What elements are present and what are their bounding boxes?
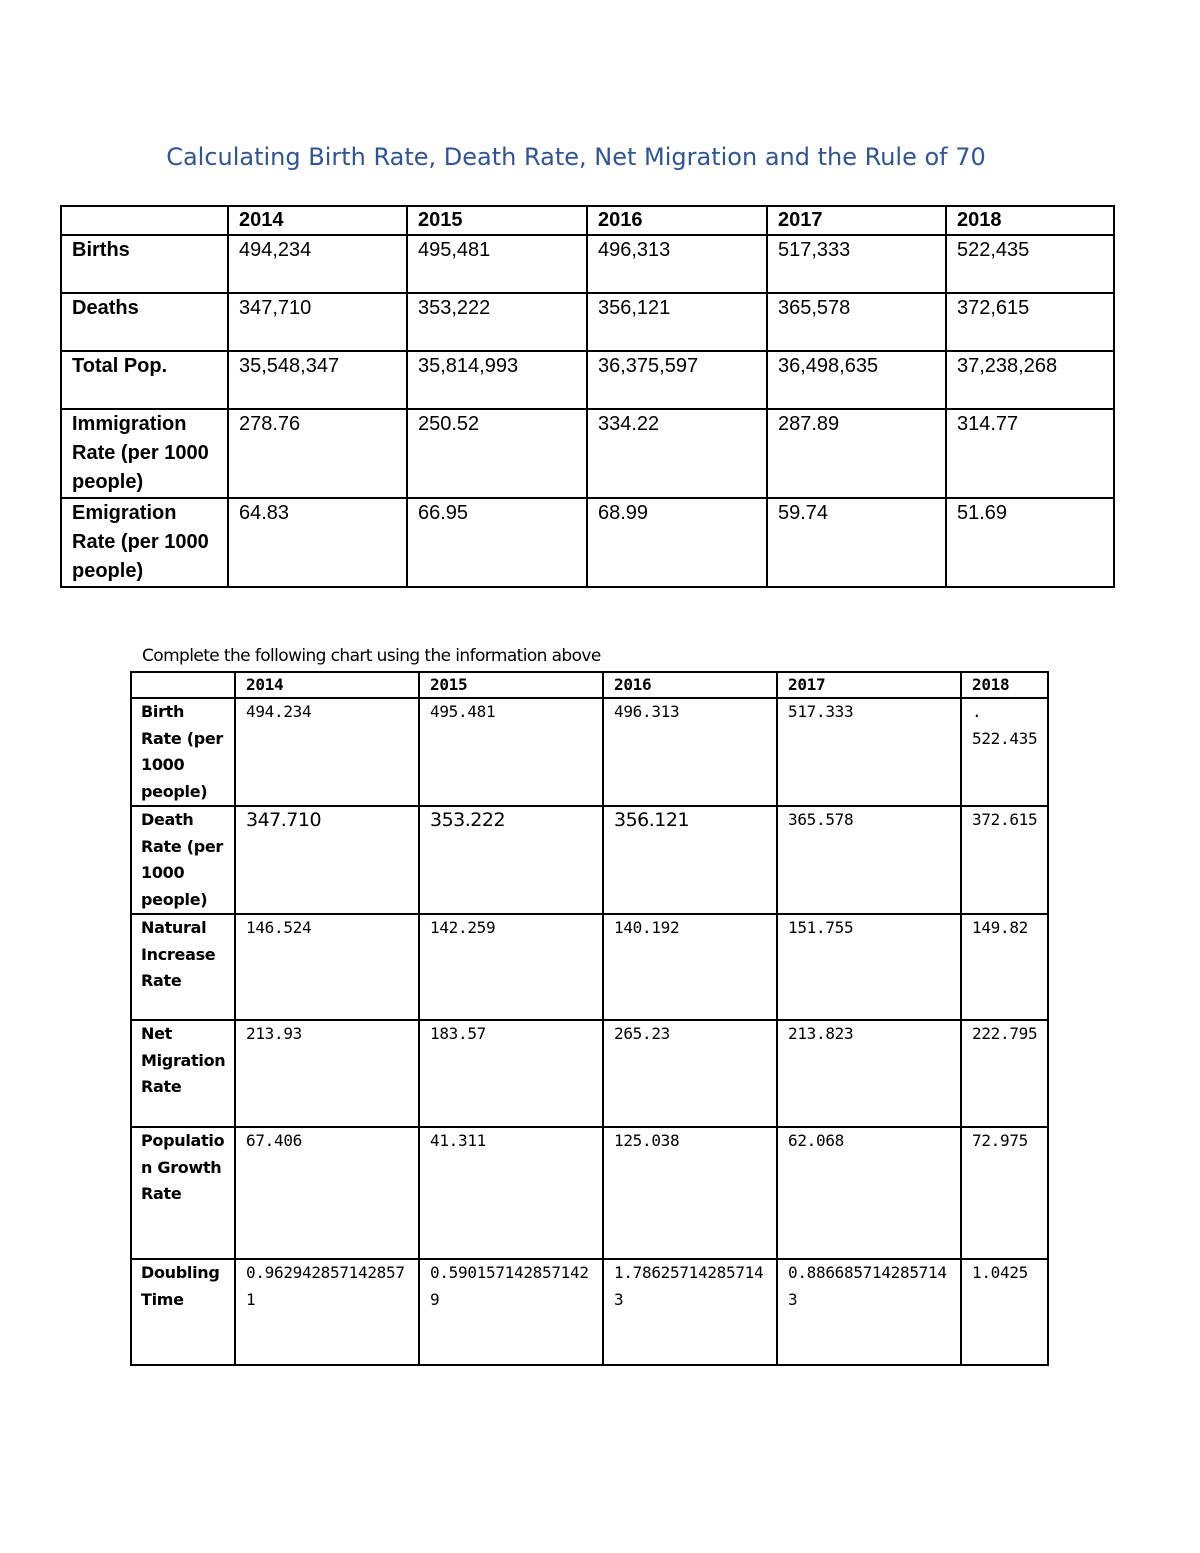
header-cell: 2016	[586, 205, 768, 236]
header-cell: 2015	[406, 205, 588, 236]
row-label: Deaths	[60, 292, 229, 352]
cell[interactable]: . 522.435	[960, 697, 1049, 807]
header-cell: 2018	[945, 205, 1115, 236]
cell: 66.95	[406, 497, 588, 588]
table-row: Deaths 347,710 353,222 356,121 365,578 372,61…	[60, 292, 1115, 352]
cell[interactable]: 213.93	[234, 1019, 420, 1128]
cell[interactable]: 62.068	[776, 1126, 962, 1260]
row-label: Emigration Rate (per 1000 people)	[60, 497, 229, 588]
cell[interactable]: 356.121	[602, 805, 778, 915]
cell: 517,333	[766, 234, 947, 294]
table-row: Emigration Rate (per 1000 people) 64.83 66…	[60, 497, 1115, 588]
cell[interactable]: 1.786257142857143	[602, 1258, 778, 1366]
document-title: Calculating Birth Rate, Death Rate, Net …	[166, 143, 986, 171]
cell: 278.76	[227, 408, 408, 499]
row-label: Total Pop.	[60, 350, 229, 410]
cell: 36,498,635	[766, 350, 947, 410]
cell[interactable]: 125.038	[602, 1126, 778, 1260]
table-row: Immigration Rate (per 1000 people) 278.76…	[60, 408, 1115, 499]
cell: 59.74	[766, 497, 947, 588]
header-cell: 2017	[766, 205, 947, 236]
population-data-table: 2014 2015 2016 2017 2018 Births 494,234 49…	[60, 205, 1115, 588]
cell: 356,121	[586, 292, 768, 352]
table-row: Birth Rate (per 1000 people) 494.234 495.4…	[130, 697, 1049, 807]
cell[interactable]: 140.192	[602, 913, 778, 1021]
cell[interactable]: 222.795	[960, 1019, 1049, 1128]
cell: 35,814,993	[406, 350, 588, 410]
table-row: Net Migration Rate 213.93 183.57 265.23 213.…	[130, 1019, 1049, 1128]
table-row: Births 494,234 495,481 496,313 517,333 522,43…	[60, 234, 1115, 294]
cell[interactable]: 213.823	[776, 1019, 962, 1128]
cell[interactable]: 146.524	[234, 913, 420, 1021]
header-cell	[60, 205, 229, 236]
calculation-table: 2014 2015 2016 2017 2018 Birth Rate (per…	[130, 671, 1049, 1366]
cell[interactable]: 353.222	[418, 805, 604, 915]
cell: 314.77	[945, 408, 1115, 499]
cell[interactable]: 142.259	[418, 913, 604, 1021]
row-label: Births	[60, 234, 229, 294]
row-label: Population Growth Rate	[130, 1126, 236, 1260]
header-cell: 2014	[234, 671, 420, 699]
row-label: Doubling Time	[130, 1258, 236, 1366]
cell[interactable]: 72.975	[960, 1126, 1049, 1260]
header-cell: 2016	[602, 671, 778, 699]
cell: 372,615	[945, 292, 1115, 352]
header-cell	[130, 671, 236, 699]
cell: 353,222	[406, 292, 588, 352]
cell: 51.69	[945, 497, 1115, 588]
row-label: Death Rate (per 1000 people)	[130, 805, 236, 915]
header-row: 2014 2015 2016 2017 2018	[60, 205, 1115, 236]
cell: 495,481	[406, 234, 588, 294]
cell[interactable]: 494.234	[234, 697, 420, 807]
cell[interactable]: 183.57	[418, 1019, 604, 1128]
cell[interactable]: 0.8866857142857143	[776, 1258, 962, 1366]
cell[interactable]: 149.82	[960, 913, 1049, 1021]
cell[interactable]: 372.615	[960, 805, 1049, 915]
header-cell: 2017	[776, 671, 962, 699]
cell[interactable]: 495.481	[418, 697, 604, 807]
cell: 64.83	[227, 497, 408, 588]
cell: 334.22	[586, 408, 768, 499]
cell: 496,313	[586, 234, 768, 294]
header-cell: 2015	[418, 671, 604, 699]
cell: 250.52	[406, 408, 588, 499]
cell: 522,435	[945, 234, 1115, 294]
cell[interactable]: 67.406	[234, 1126, 420, 1260]
cell: 37,238,268	[945, 350, 1115, 410]
cell: 347,710	[227, 292, 408, 352]
row-label: Immigration Rate (per 1000 people)	[60, 408, 229, 499]
header-row: 2014 2015 2016 2017 2018	[130, 671, 1049, 699]
table-row: Death Rate (per 1000 people) 347.710 353.2…	[130, 805, 1049, 915]
row-label: Birth Rate (per 1000 people)	[130, 697, 236, 807]
cell: 365,578	[766, 292, 947, 352]
header-cell: 2014	[227, 205, 408, 236]
table-row: Natural Increase Rate 146.524 142.259 140.1…	[130, 913, 1049, 1021]
cell[interactable]: 0.9629428571428571	[234, 1258, 420, 1366]
cell: 287.89	[766, 408, 947, 499]
row-label: Net Migration Rate	[130, 1019, 236, 1128]
cell: 494,234	[227, 234, 408, 294]
cell: 68.99	[586, 497, 768, 588]
instruction-text: Complete the following chart using the i…	[142, 646, 601, 666]
cell[interactable]: 0.5901571428571429	[418, 1258, 604, 1366]
cell[interactable]: 151.755	[776, 913, 962, 1021]
cell[interactable]: 1.0425	[960, 1258, 1049, 1366]
table-row: Total Pop. 35,548,347 35,814,993 36,375,597…	[60, 350, 1115, 410]
cell: 36,375,597	[586, 350, 768, 410]
table-row: Doubling Time 0.9629428571428571 0.5901571…	[130, 1258, 1049, 1366]
cell[interactable]: 496.313	[602, 697, 778, 807]
cell[interactable]: 347.710	[234, 805, 420, 915]
cell[interactable]: 265.23	[602, 1019, 778, 1128]
cell[interactable]: 517.333	[776, 697, 962, 807]
cell[interactable]: 365.578	[776, 805, 962, 915]
cell: 35,548,347	[227, 350, 408, 410]
row-label: Natural Increase Rate	[130, 913, 236, 1021]
table-row: Population Growth Rate 67.406 41.311 125.03…	[130, 1126, 1049, 1260]
cell[interactable]: 41.311	[418, 1126, 604, 1260]
header-cell: 2018	[960, 671, 1049, 699]
